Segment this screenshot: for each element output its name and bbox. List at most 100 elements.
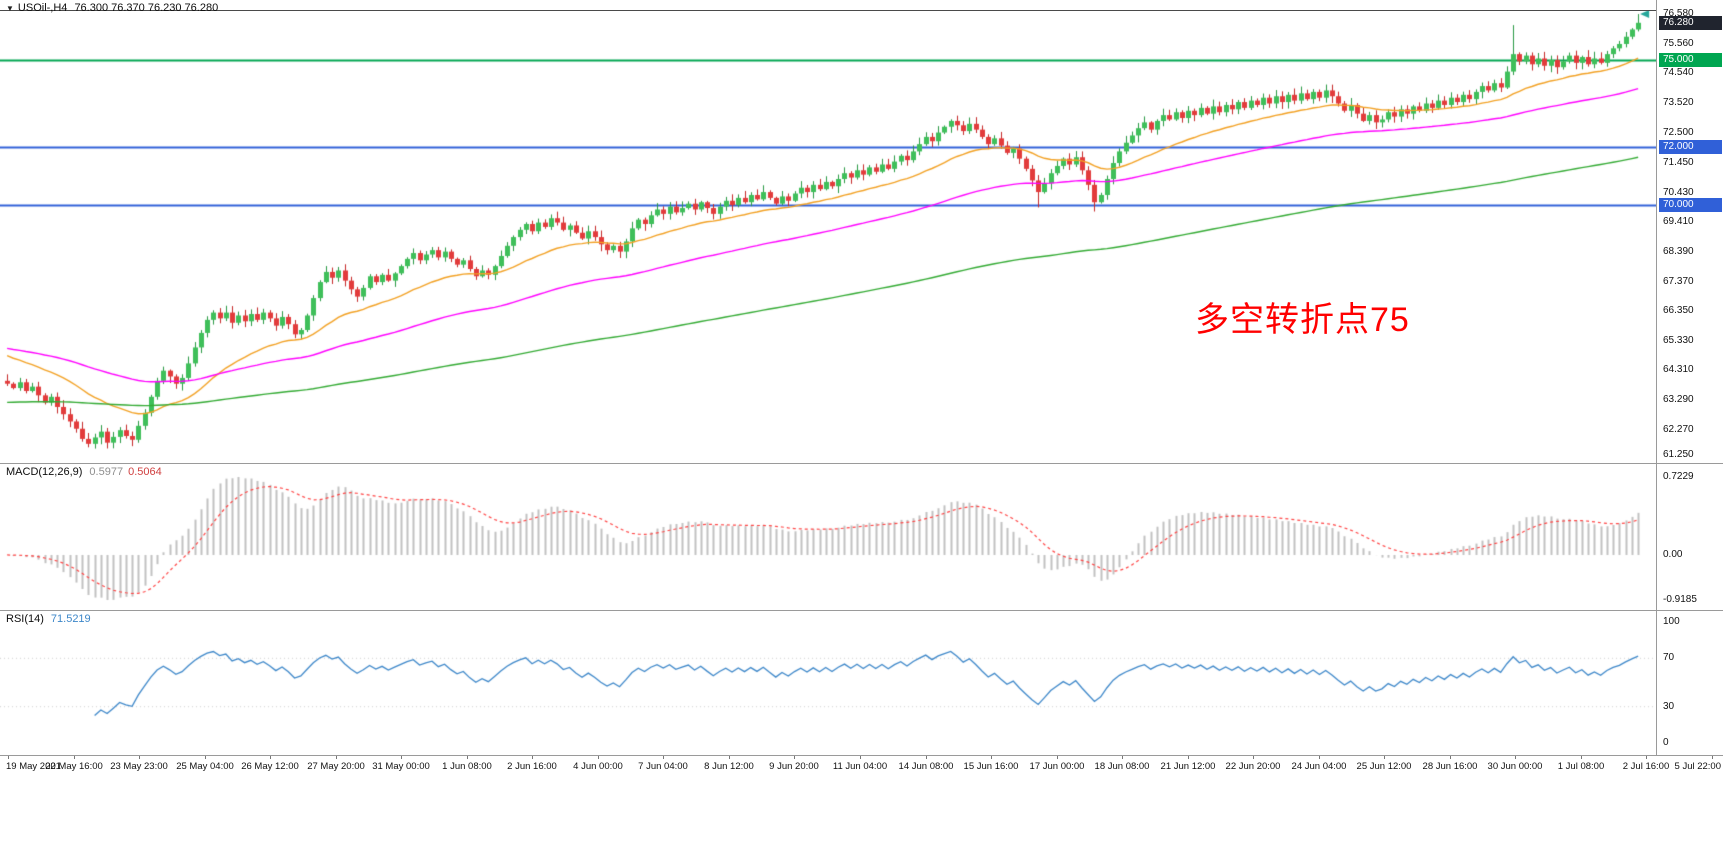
time-label: 1 Jul 08:00 xyxy=(1557,761,1605,772)
macd-panel-label: MACD(12,26,9) 0.5977 0.5064 xyxy=(6,466,162,478)
price-tick: 65.330 xyxy=(1663,335,1694,346)
time-tick-mark xyxy=(1122,756,1123,759)
time-tick-mark xyxy=(270,756,271,759)
time-tick-mark xyxy=(1319,756,1320,759)
macd-indicator-name: MACD(12,26,9) xyxy=(6,466,83,478)
time-tick-mark xyxy=(139,756,140,759)
price-tick: 61.250 xyxy=(1663,449,1694,460)
price-tick: 64.310 xyxy=(1663,364,1694,375)
main-chart-canvas[interactable] xyxy=(0,10,1656,463)
macd-rsi-separator[interactable] xyxy=(0,610,1723,611)
time-tick-mark xyxy=(598,756,599,759)
time-tick-mark xyxy=(729,756,730,759)
rsi-canvas[interactable] xyxy=(0,611,1656,754)
time-label: 9 Jun 20:00 xyxy=(769,761,819,772)
price-tick: 76.580 xyxy=(1663,8,1694,19)
time-tick-mark xyxy=(8,756,9,759)
time-tick-mark xyxy=(532,756,533,759)
time-label: 22 Jun 20:00 xyxy=(1225,761,1281,772)
time-label: 17 Jun 00:00 xyxy=(1029,761,1085,772)
price-tick: 63.290 xyxy=(1663,394,1694,405)
rsi-timeaxis-separator xyxy=(0,755,1723,756)
time-label: 19 May 2021 xyxy=(6,761,61,772)
time-tick-mark xyxy=(663,756,664,759)
price-tick: 68.390 xyxy=(1663,246,1694,257)
time-label: 31 May 00:00 xyxy=(372,761,430,772)
time-tick-mark xyxy=(401,756,402,759)
time-tick-mark xyxy=(860,756,861,759)
time-tick-mark xyxy=(1581,756,1582,759)
time-tick-mark xyxy=(1450,756,1451,759)
chart-top-border xyxy=(0,10,1723,11)
time-tick-mark xyxy=(1057,756,1058,759)
time-label: 8 Jun 12:00 xyxy=(704,761,754,772)
time-tick-mark xyxy=(1253,756,1254,759)
price-badge: 76.280 xyxy=(1659,16,1722,30)
macd-tick: -0.9185 xyxy=(1663,594,1697,605)
price-tick: 69.410 xyxy=(1663,216,1694,227)
time-tick-mark xyxy=(991,756,992,759)
price-tick: 66.350 xyxy=(1663,305,1694,316)
time-tick-mark xyxy=(1384,756,1385,759)
time-label: 2 Jul 16:00 xyxy=(1622,761,1670,772)
ohlc-values: 76.300 76.370 76.230 76.280 xyxy=(74,2,219,14)
symbol-timeframe-label: USOil-,H4 xyxy=(17,2,68,14)
rsi-tick: 70 xyxy=(1663,652,1675,663)
time-tick-mark xyxy=(336,756,337,759)
macd-canvas[interactable] xyxy=(0,464,1656,609)
time-tick-mark xyxy=(794,756,795,759)
price-badge: 70.000 xyxy=(1659,198,1722,212)
time-label: 25 Jun 12:00 xyxy=(1356,761,1412,772)
price-badge: 75.000 xyxy=(1659,53,1722,67)
time-label: 5 Jul 22:00 xyxy=(1674,761,1721,772)
time-label: 20 May 16:00 xyxy=(45,761,103,772)
rsi-value: 71.5219 xyxy=(50,613,91,625)
time-label: 26 May 12:00 xyxy=(241,761,299,772)
rsi-tick: 0 xyxy=(1663,737,1669,748)
chart-title: ▼ USOil-,H4 76.300 76.370 76.230 76.280 xyxy=(6,2,218,14)
time-label: 21 Jun 12:00 xyxy=(1160,761,1216,772)
time-label: 7 Jun 04:00 xyxy=(638,761,688,772)
time-label: 25 May 04:00 xyxy=(176,761,234,772)
chart-annotation-text: 多空转折点75 xyxy=(1195,301,1410,339)
time-tick-mark xyxy=(1712,756,1713,759)
price-tick: 74.540 xyxy=(1663,67,1694,78)
time-label: 2 Jun 16:00 xyxy=(507,761,557,772)
time-tick-mark xyxy=(74,756,75,759)
rsi-tick: 30 xyxy=(1663,701,1675,712)
price-tick: 75.560 xyxy=(1663,38,1694,49)
price-tick: 72.500 xyxy=(1663,127,1694,138)
time-label: 18 Jun 08:00 xyxy=(1094,761,1150,772)
time-tick-mark xyxy=(1188,756,1189,759)
rsi-indicator-name: RSI(14) xyxy=(6,613,44,625)
time-label: 14 Jun 08:00 xyxy=(898,761,954,772)
price-axis[interactable]: 76.580 75.560 74.540 73.520 72.500 71.450 70.4… xyxy=(1656,0,1723,755)
time-label: 11 Jun 04:00 xyxy=(832,761,888,772)
rsi-tick: 100 xyxy=(1663,616,1680,627)
macd-tick: 0.00 xyxy=(1663,549,1683,560)
time-tick-mark xyxy=(926,756,927,759)
time-tick-mark xyxy=(205,756,206,759)
chart-menu-icon[interactable]: ▼ xyxy=(6,4,14,13)
time-label: 1 Jun 08:00 xyxy=(442,761,492,772)
time-axis[interactable]: 19 May 2021 20 May 16:00 23 May 23:00 25 Ma… xyxy=(0,756,1723,780)
main-macd-separator[interactable] xyxy=(0,463,1723,464)
time-label: 30 Jun 00:00 xyxy=(1487,761,1543,772)
macd-tick: 0.7229 xyxy=(1663,471,1694,482)
macd-signal-value: 0.5064 xyxy=(128,466,162,478)
price-badge: 72.000 xyxy=(1659,140,1722,154)
price-tick: 62.270 xyxy=(1663,424,1694,435)
time-label: 15 Jun 16:00 xyxy=(963,761,1019,772)
time-tick-mark xyxy=(1646,756,1647,759)
time-tick-mark xyxy=(1515,756,1516,759)
time-tick-mark xyxy=(467,756,468,759)
price-tick: 67.370 xyxy=(1663,276,1694,287)
time-label: 28 Jun 16:00 xyxy=(1422,761,1478,772)
time-label: 27 May 20:00 xyxy=(307,761,365,772)
macd-main-value: 0.5977 xyxy=(89,466,124,478)
price-tick: 73.520 xyxy=(1663,97,1694,108)
price-tick: 70.430 xyxy=(1663,187,1694,198)
time-label: 24 Jun 04:00 xyxy=(1291,761,1347,772)
time-label: 23 May 23:00 xyxy=(110,761,168,772)
